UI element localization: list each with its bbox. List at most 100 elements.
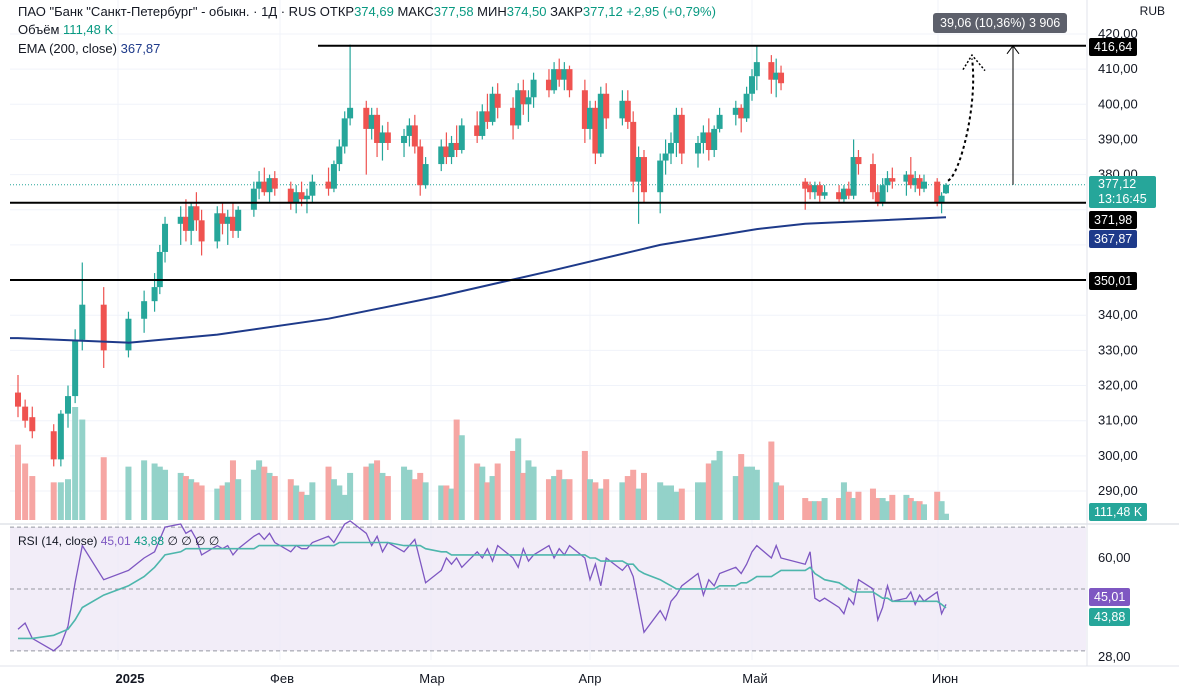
- volume-bar: [836, 498, 843, 520]
- volume-bar: [379, 472, 386, 520]
- volume-bar: [635, 488, 642, 520]
- candle-body: [151, 287, 158, 302]
- candle-body: [705, 132, 712, 151]
- candle-body: [100, 304, 107, 351]
- volume-bar: [22, 463, 29, 520]
- volume-bar: [630, 469, 637, 520]
- candle-body: [193, 206, 200, 221]
- candle-body: [912, 178, 919, 186]
- volume-bar: [657, 482, 664, 520]
- candle-body: [802, 181, 809, 189]
- volume-bar: [484, 482, 491, 520]
- volume-bar: [458, 435, 465, 520]
- candle-body: [566, 69, 573, 91]
- candle-body: [695, 142, 701, 154]
- low-label: МИН: [477, 4, 507, 19]
- volume-bar: [525, 460, 532, 520]
- volume-bar: [556, 469, 563, 520]
- volume-bar: [422, 482, 429, 520]
- open-value: 374,69: [354, 4, 394, 19]
- candle-body: [298, 192, 305, 200]
- time-axis[interactable]: 2025 Фев Мар Апр Май Июн: [0, 665, 1179, 686]
- volume-bar: [749, 466, 755, 520]
- time-tick-label: Апр: [579, 671, 602, 686]
- candle-body: [662, 153, 669, 161]
- volume-bar: [494, 463, 501, 520]
- price-tick-label: 400,00: [1098, 96, 1138, 111]
- volume-bar: [100, 457, 107, 520]
- price-tick-label: 340,00: [1098, 307, 1138, 322]
- volume-bar: [711, 460, 718, 520]
- volume-bar: [695, 482, 701, 520]
- candle-body: [188, 206, 195, 231]
- price-axis[interactable]: 420,00410,00400,00390,00380,00340,00330,…: [1098, 26, 1138, 664]
- volume-bar: [271, 476, 278, 520]
- time-tick-label: Фев: [270, 671, 294, 686]
- candle-body: [753, 62, 760, 77]
- candle-body: [235, 209, 242, 231]
- candle-body: [855, 157, 862, 165]
- candle-body: [592, 107, 599, 154]
- candle-body: [556, 69, 563, 80]
- volume-bar: [417, 472, 424, 520]
- volume-bar: [840, 482, 847, 520]
- candle-body: [716, 114, 723, 129]
- volume-bar: [587, 479, 593, 520]
- projection-arrow[interactable]: [947, 44, 1020, 185]
- volume-bar: [438, 485, 445, 520]
- candle-body: [773, 72, 780, 80]
- candle-body: [525, 97, 532, 105]
- volume-bar: [65, 479, 71, 520]
- candle-body: [673, 114, 680, 143]
- candle-body: [65, 396, 71, 414]
- candle-body: [214, 213, 221, 242]
- rsi-legend[interactable]: RSI (14, close) 45,01 43,88 ∅ ∅ ∅ ∅: [18, 534, 219, 548]
- symbol-title[interactable]: ПАО "Банк "Санкт-Петербург" - обыкн. · 1…: [18, 4, 317, 19]
- volume-bar: [293, 485, 300, 520]
- volume-bar: [261, 466, 268, 520]
- close-label: ЗАКР: [550, 4, 583, 19]
- candle-body: [738, 107, 745, 119]
- currency-label[interactable]: RUB: [1139, 4, 1165, 18]
- candle-body: [363, 107, 370, 129]
- volume-bar: [214, 488, 221, 520]
- candle-body: [668, 142, 674, 154]
- close-value: 377,12: [582, 4, 623, 19]
- price-tick-label: 410,00: [1098, 61, 1138, 76]
- volume-bar: [309, 482, 316, 520]
- candle-body: [417, 146, 424, 186]
- volume-bar: [443, 485, 450, 520]
- candle-body: [561, 69, 568, 80]
- volume-bar: [162, 469, 169, 520]
- volume-legend[interactable]: Объём 111,48 K: [18, 22, 113, 37]
- open-label: ОТКР: [319, 4, 355, 19]
- candle-body: [453, 142, 460, 151]
- candle-body: [711, 128, 718, 151]
- high-value: 377,58: [433, 4, 474, 19]
- volume-bar: [700, 482, 707, 520]
- volume-bar: [850, 498, 857, 520]
- horizontal-levels[interactable]: [10, 44, 1086, 282]
- volume-bar: [219, 485, 226, 520]
- candle-body: [884, 178, 891, 186]
- volume-bar: [907, 498, 914, 520]
- volume-bar: [592, 482, 599, 520]
- volume-bar: [778, 485, 785, 520]
- volume-bar: [336, 485, 343, 520]
- rsi-ma-value: 43,88: [134, 534, 165, 548]
- volume-bar: [641, 472, 647, 520]
- candle-body: [303, 195, 310, 200]
- candle-body: [874, 192, 881, 203]
- price-tick-label: 420,00: [1098, 26, 1138, 41]
- candle-body: [603, 93, 610, 119]
- ema-legend[interactable]: EMA (200, close) 367,87: [18, 41, 160, 56]
- measure-label[interactable]: 39,06 (10,36%) 3 906: [933, 13, 1068, 33]
- candle-body: [411, 125, 418, 147]
- price-tick-label: 390,00: [1098, 131, 1138, 146]
- volume-bar: [520, 472, 527, 520]
- candle-body: [156, 251, 163, 288]
- volume-bar: [298, 491, 305, 520]
- volume-bar: [705, 463, 712, 520]
- volume-bar: [303, 494, 310, 520]
